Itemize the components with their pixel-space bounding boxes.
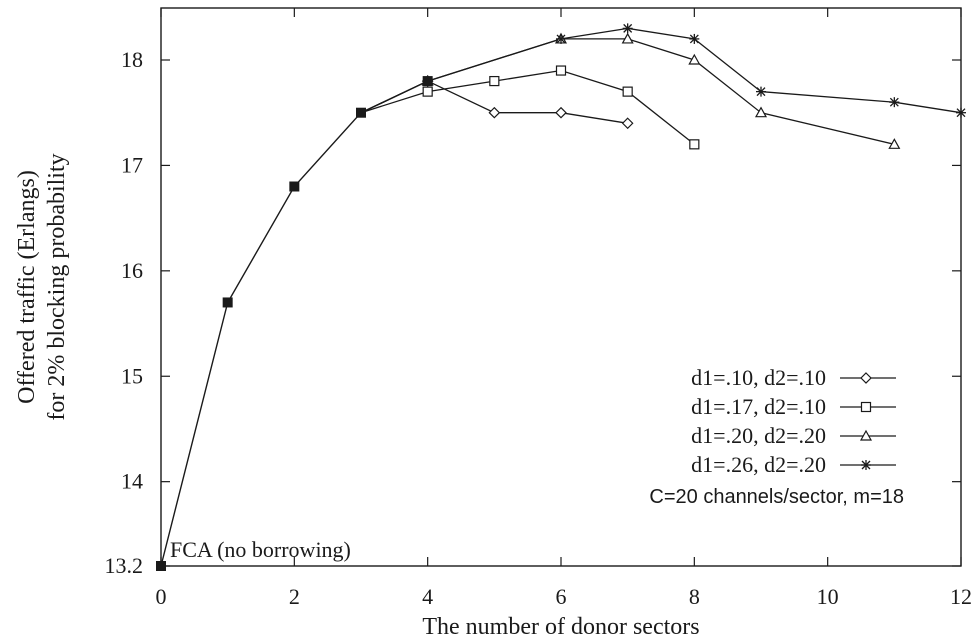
y-axis-title-line2: for 2% blocking probability (44, 153, 70, 420)
star-marker (956, 107, 966, 118)
parameters-note: C=20 channels/sector, m=18 (649, 486, 904, 508)
x-tick-label: 0 (156, 584, 167, 609)
square-marker (860, 401, 872, 413)
filled-square-marker (422, 76, 433, 87)
diamond-marker (621, 117, 634, 130)
y-tick-label: 13.2 (105, 553, 144, 578)
star-marker (556, 33, 566, 44)
x-tick-label: 2 (289, 584, 300, 609)
x-tick-label: 8 (689, 584, 700, 609)
filled-square-marker (222, 297, 233, 308)
square-marker (422, 86, 433, 97)
star-stroke (861, 460, 871, 470)
axis-ticks (160, 8, 962, 567)
filled-square-marker (356, 107, 366, 118)
triangle-marker (888, 138, 901, 149)
legend-label: d1=.26, d2=.20 (691, 452, 826, 477)
star-stroke (889, 97, 899, 107)
data-markers (156, 23, 966, 571)
legend-label: d1=.10, d2=.10 (691, 365, 826, 390)
triangle-marker (754, 106, 768, 118)
y-axis-title-line1: Offered traffic (Erlangs) (14, 170, 40, 404)
star-stroke (689, 34, 699, 44)
diamond-marker (555, 106, 567, 119)
diamond-marker (860, 372, 872, 384)
common-series-line (160, 112, 362, 567)
star-marker (689, 33, 700, 44)
x-tick-label: 4 (422, 584, 433, 609)
triangle-marker (621, 32, 634, 44)
star-marker (861, 460, 871, 470)
square-marker (489, 75, 500, 87)
square-marker (555, 65, 567, 76)
x-axis-title: The number of donor sectors (422, 614, 699, 640)
filled-square-marker (289, 181, 300, 192)
y-tick-label: 18 (121, 47, 143, 72)
y-tick-label: 15 (121, 363, 143, 388)
x-tick-labels: 0 2 4 6 8 10 12 (156, 584, 973, 609)
x-tick-label: 10 (817, 584, 839, 609)
star-stroke (756, 87, 766, 97)
square-marker (622, 86, 633, 97)
star-marker (622, 23, 633, 34)
legend-label: d1=.17, d2=.10 (691, 394, 826, 419)
x-tick-label: 6 (556, 584, 567, 609)
x-tick-label: 12 (950, 584, 972, 609)
filled-square-marker (156, 561, 166, 571)
series-line (360, 69, 695, 145)
legend-label: d1=.20, d2=.20 (691, 423, 826, 448)
star-marker (889, 97, 900, 108)
star-stroke (623, 23, 633, 33)
series-line (360, 27, 962, 114)
y-tick-label: 14 (121, 469, 143, 494)
legend: d1=.10, d2=.10 d1=.17, d2=.10 d1=.20, d2=.… (691, 365, 896, 477)
y-tick-label: 17 (121, 152, 143, 177)
star-stroke (956, 108, 966, 118)
square-marker (689, 139, 700, 150)
triangle-marker (688, 53, 701, 65)
triangle-marker (859, 429, 873, 441)
diamond-marker (488, 106, 501, 119)
fca-annotation: FCA (no borrowing) (170, 537, 351, 562)
y-tick-labels: 13.2 14 15 16 17 18 (105, 47, 144, 578)
star-stroke (556, 34, 566, 44)
plot-frame (160, 7, 962, 567)
star-marker (756, 86, 766, 97)
y-tick-label: 16 (121, 258, 143, 283)
